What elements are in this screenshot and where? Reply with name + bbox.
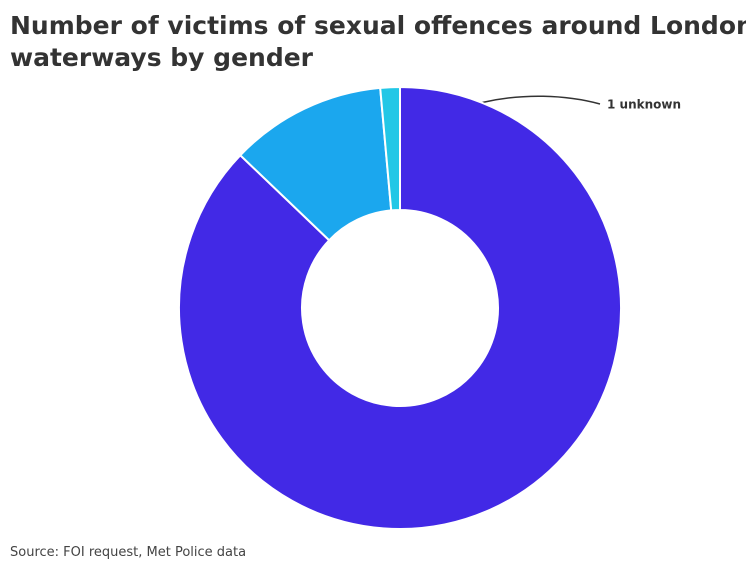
donut-slice [379,85,401,212]
chart-title: Number of victims of sexual offences aro… [10,11,746,72]
donut-slice [178,85,622,530]
source: Source: FOI request, Met Police data [10,545,246,560]
annotation-label: 1 unknown [607,98,681,112]
